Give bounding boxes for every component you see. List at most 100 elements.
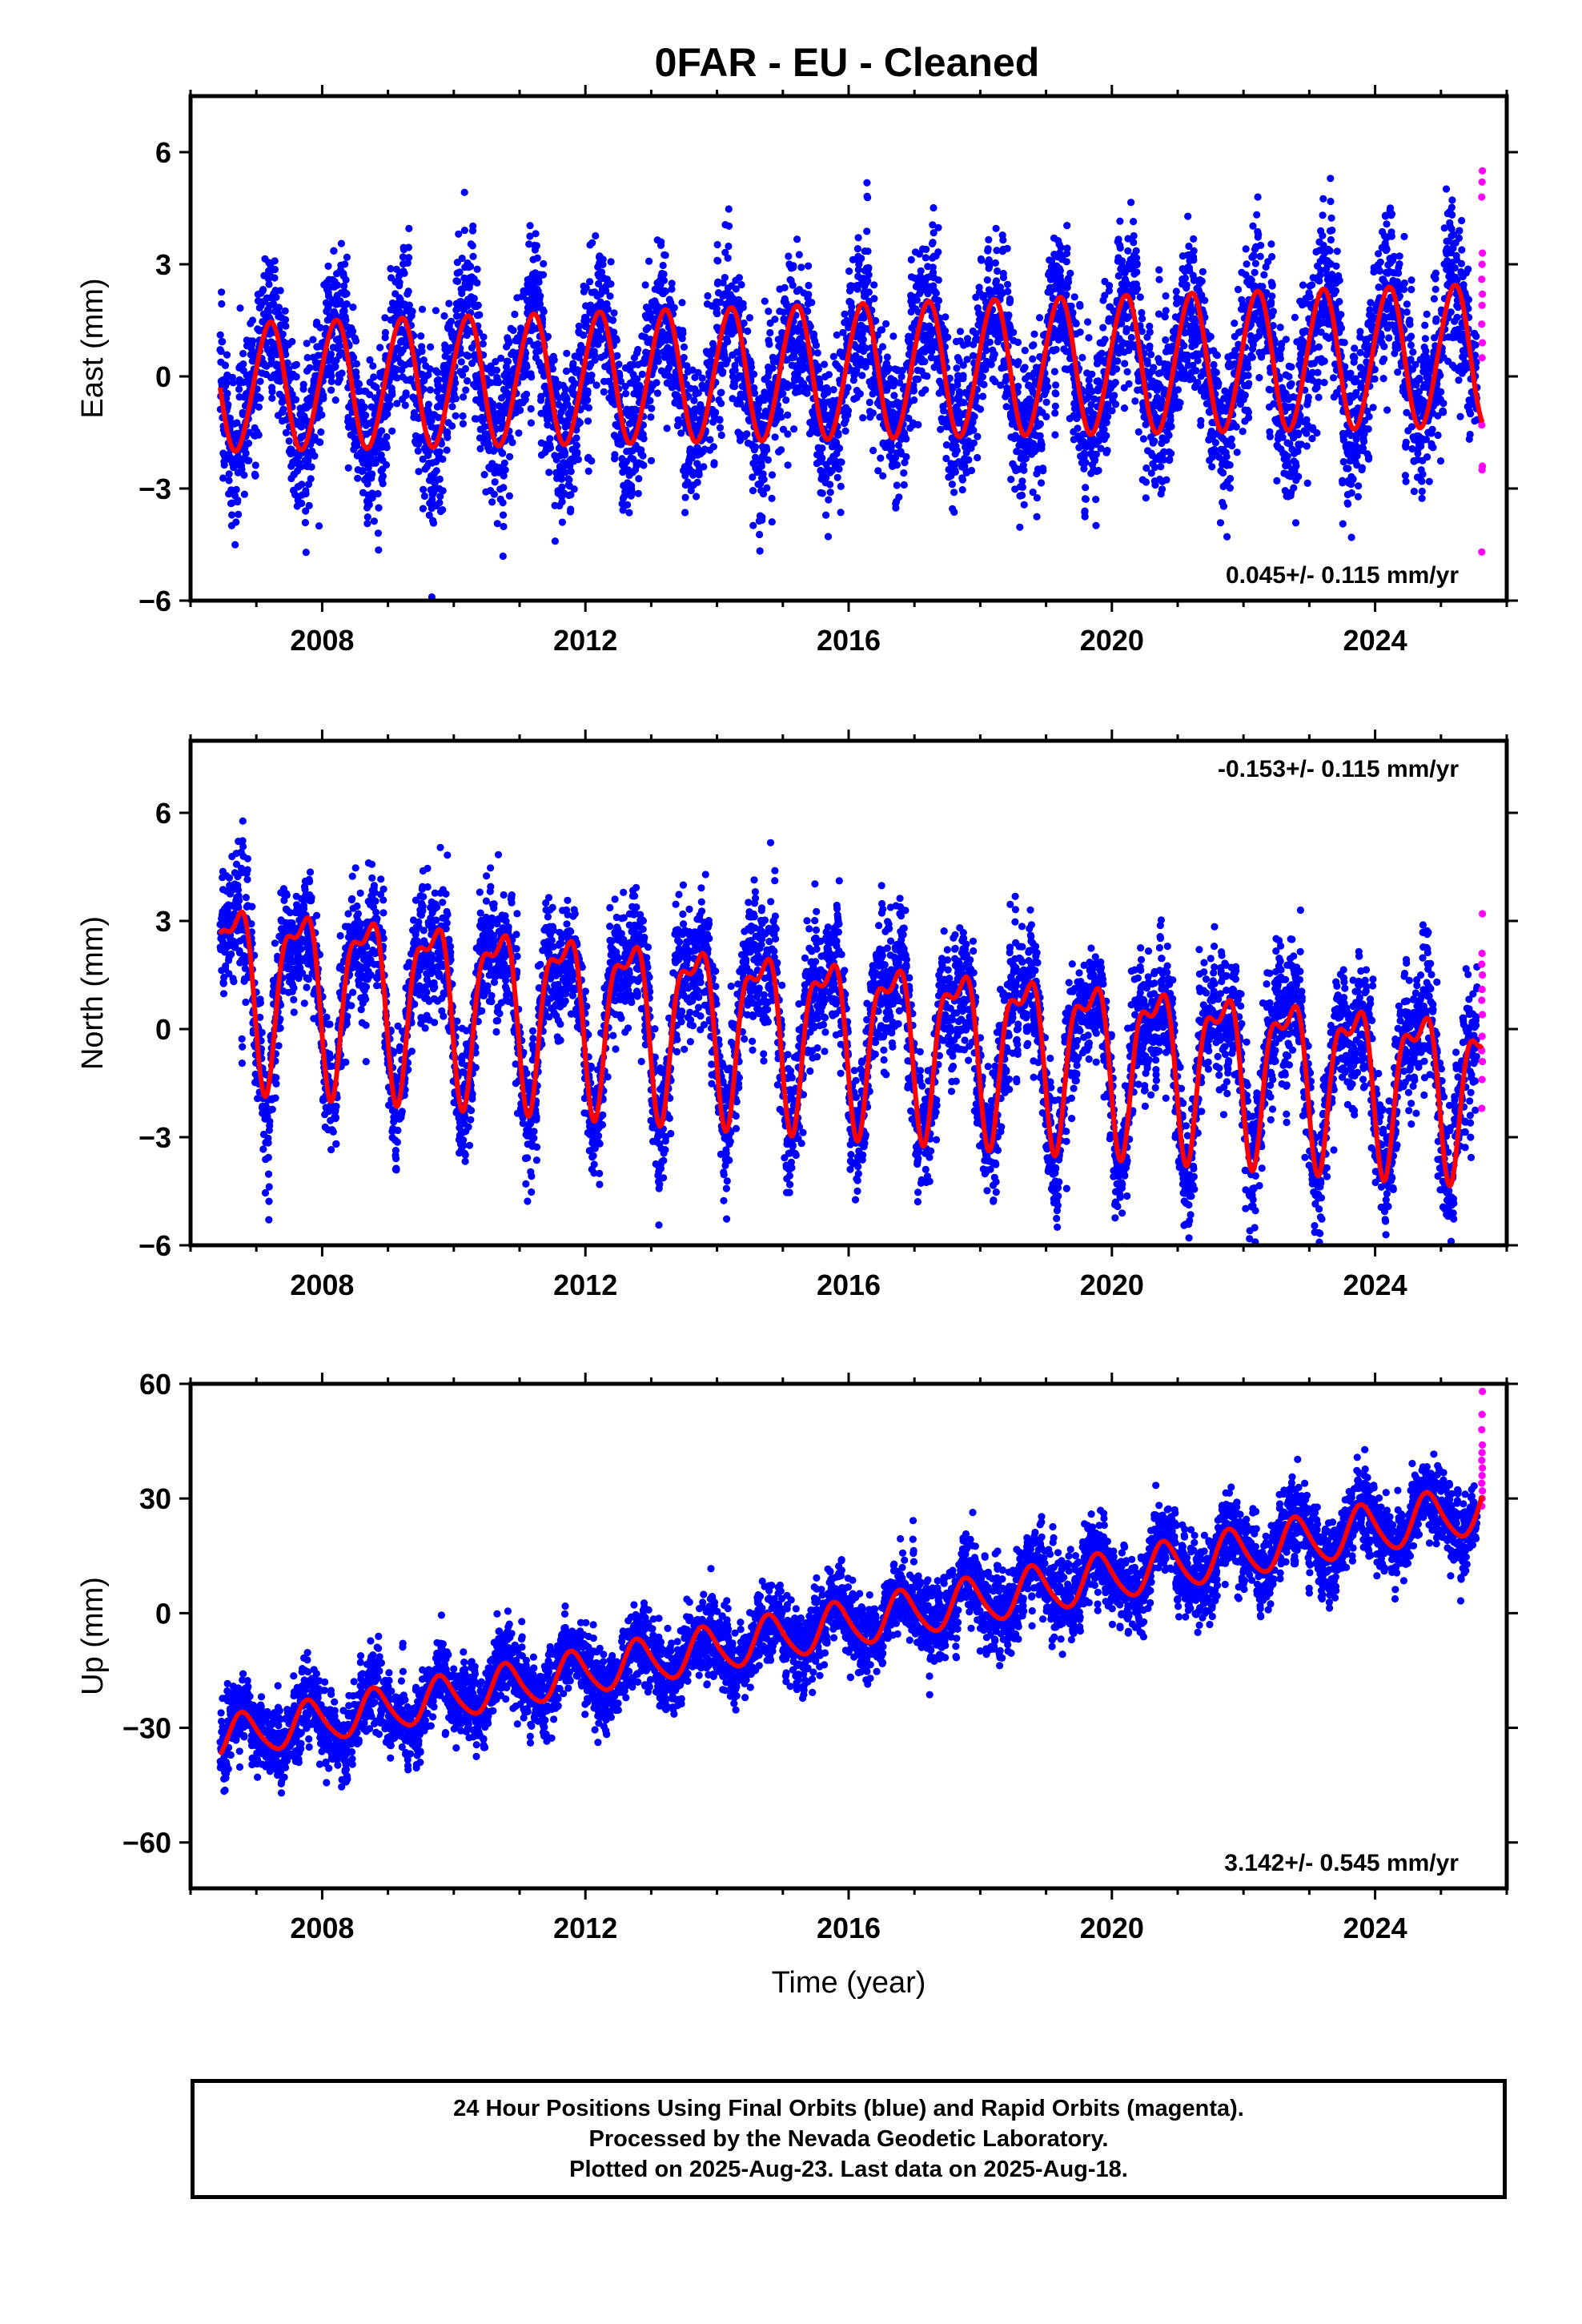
east-final-point <box>820 404 828 412</box>
east-final-point <box>942 313 950 321</box>
east-final-point <box>383 432 391 441</box>
east-final-point <box>1051 402 1059 410</box>
east-final-point <box>417 332 425 340</box>
east-final-point <box>454 277 462 285</box>
east-final-point <box>865 271 873 279</box>
east-final-point <box>1167 423 1175 431</box>
east-final-orbit-points <box>216 175 1481 601</box>
east-final-point <box>303 354 311 362</box>
east-final-point <box>532 230 540 238</box>
east-final-point <box>492 366 501 374</box>
east-final-point <box>420 385 428 393</box>
east-final-point <box>379 480 387 488</box>
east-final-point <box>1146 328 1154 336</box>
east-final-point <box>1142 494 1150 502</box>
east-final-point <box>223 379 231 387</box>
east-final-point <box>226 414 234 422</box>
east-final-point <box>499 511 508 519</box>
east-final-point <box>327 350 335 358</box>
east-final-point <box>255 431 263 439</box>
east-final-point <box>405 254 413 262</box>
east-final-point <box>765 308 773 316</box>
east-final-point <box>424 371 432 379</box>
east-final-point <box>1092 450 1100 458</box>
east-final-point <box>452 312 461 320</box>
east-final-point <box>567 505 575 513</box>
east-final-point <box>1066 269 1074 277</box>
east-final-point <box>429 519 438 527</box>
east-final-point <box>865 263 873 271</box>
east-final-point <box>372 456 380 464</box>
east-final-point <box>1113 365 1121 373</box>
east-final-point <box>458 254 466 263</box>
east-final-point <box>282 428 290 437</box>
east-final-point <box>934 248 942 256</box>
east-final-point <box>545 468 553 476</box>
east-final-point <box>1121 360 1129 368</box>
east-final-point <box>393 400 401 408</box>
east-final-point <box>368 494 376 502</box>
east-final-point <box>383 444 391 452</box>
east-final-point <box>292 372 300 381</box>
east-final-point <box>1030 330 1038 338</box>
east-final-point <box>668 285 676 293</box>
east-final-point <box>229 379 237 387</box>
east-final-point <box>710 459 718 467</box>
east-final-point <box>472 415 480 423</box>
east-final-point <box>826 480 834 489</box>
east-final-point <box>364 464 372 472</box>
east-final-point <box>536 300 544 308</box>
east-final-point <box>343 290 351 298</box>
east-final-point <box>1014 358 1022 366</box>
east-final-point <box>580 331 588 340</box>
east-final-point <box>652 379 661 387</box>
east-final-point <box>766 328 774 337</box>
east-final-point <box>436 499 444 507</box>
east-final-point <box>588 239 596 247</box>
east-final-point <box>970 426 978 434</box>
east-final-point <box>606 292 614 300</box>
east-final-point <box>709 340 717 348</box>
east-final-point <box>508 438 516 447</box>
east-final-point <box>677 429 685 437</box>
east-final-point <box>232 518 240 526</box>
east-final-point <box>1062 258 1070 266</box>
east-final-point <box>533 254 541 262</box>
east-final-point <box>302 507 310 515</box>
east-final-point <box>1063 222 1071 230</box>
east-final-point <box>1056 267 1064 275</box>
east-final-point <box>697 400 705 409</box>
east-final-point <box>1076 328 1084 336</box>
east-final-point <box>958 476 966 484</box>
east-final-point <box>495 379 503 387</box>
east-final-point <box>1050 368 1058 376</box>
east-final-point <box>575 322 583 330</box>
east-final-point <box>635 475 643 483</box>
east-final-point <box>848 303 856 311</box>
east-final-point <box>551 537 560 545</box>
east-final-point <box>546 435 554 443</box>
east-final-point <box>690 396 698 404</box>
east-final-point <box>1162 476 1170 484</box>
east-final-point <box>1155 275 1163 283</box>
east-final-point <box>418 305 427 313</box>
east-final-point <box>976 405 985 413</box>
east-final-point <box>844 407 853 415</box>
east-final-point <box>404 243 412 251</box>
east-final-point <box>459 371 467 379</box>
east-final-point <box>805 262 813 270</box>
east-final-point <box>763 484 771 493</box>
east-final-point <box>468 360 476 368</box>
east-final-point <box>584 467 592 476</box>
east-final-point <box>401 401 409 409</box>
east-final-point <box>599 260 607 268</box>
east-final-point <box>1042 412 1050 421</box>
east-final-point <box>616 377 625 385</box>
east-final-point <box>1147 351 1155 359</box>
east-final-point <box>324 262 332 270</box>
east-final-point <box>660 276 669 284</box>
east-final-point <box>426 365 434 373</box>
east-final-point <box>859 336 867 344</box>
east-final-point <box>1130 239 1138 247</box>
east-final-point <box>737 280 745 289</box>
